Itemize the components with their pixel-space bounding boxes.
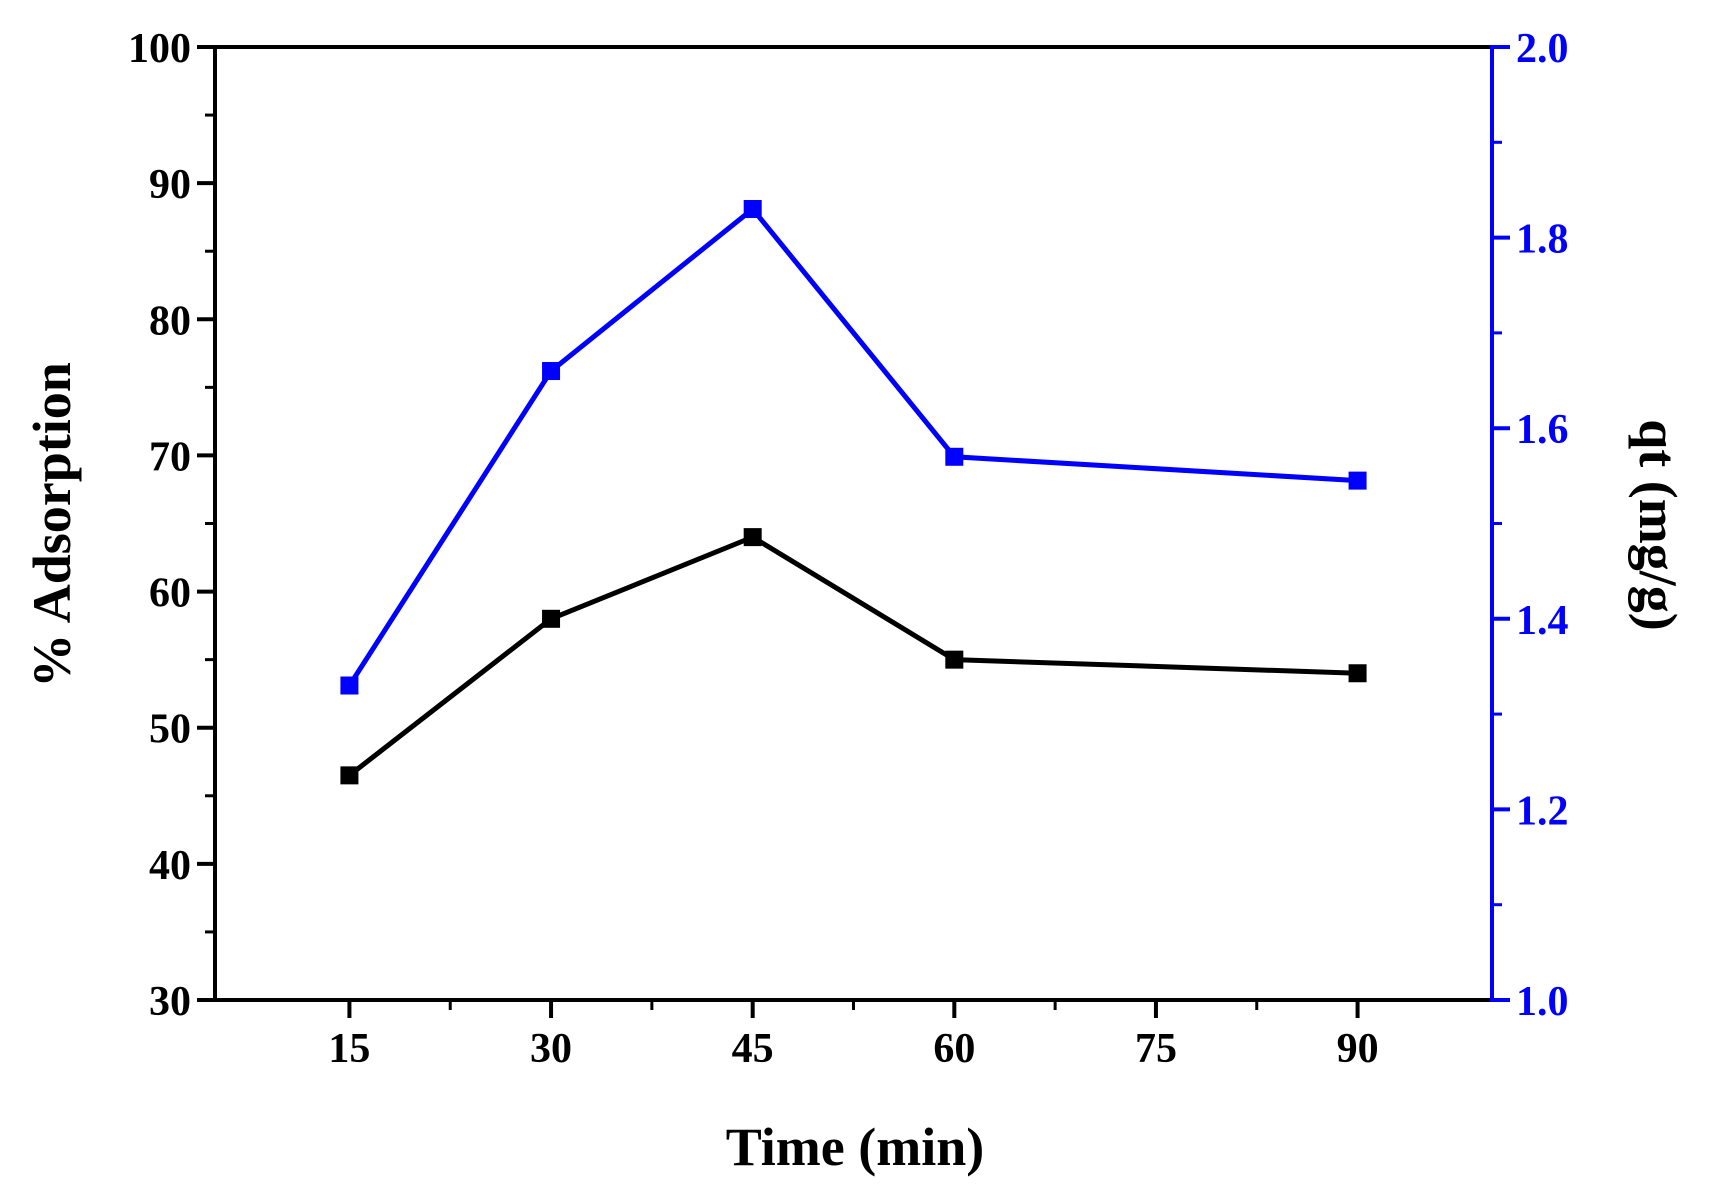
x-tick-label: 60	[933, 1026, 975, 1072]
x-tick-label: 45	[732, 1026, 774, 1072]
data-point-qt	[743, 200, 762, 219]
series-line-adsorption	[347, 534, 1358, 778]
y-tick-label: 50	[149, 707, 191, 753]
data-point-adsorption	[1348, 664, 1367, 683]
y2-tick-label: 1.8	[1516, 217, 1569, 263]
y2-tick-label: 1.2	[1516, 788, 1569, 834]
y2-axis-title: qt (mg/g)	[1628, 419, 1688, 630]
data-point-qt	[542, 362, 561, 381]
data-point-qt	[340, 676, 359, 695]
y2-tick-label: 1.4	[1516, 598, 1569, 644]
x-tick-label: 30	[530, 1026, 572, 1072]
y-tick-label: 90	[149, 162, 191, 208]
x-tick-label: 15	[328, 1026, 370, 1072]
y-tick-label: 40	[149, 843, 191, 889]
y-tick-label: 60	[149, 571, 191, 617]
y-axis-title: % Adsorption	[22, 362, 82, 688]
y-tick-label: 30	[149, 979, 191, 1025]
y-tick-label: 100	[128, 26, 191, 72]
data-point-adsorption	[743, 528, 762, 547]
data-point-qt	[945, 447, 964, 466]
data-point-adsorption	[945, 650, 964, 669]
data-point-adsorption	[340, 766, 359, 785]
y2-tick-label: 1.6	[1516, 407, 1569, 453]
data-point-qt	[1348, 471, 1367, 490]
y2-tick-label: 1.0	[1516, 979, 1569, 1025]
y2-tick-label: 2.0	[1516, 26, 1569, 72]
x-axis-title: Time (min)	[726, 1117, 984, 1177]
x-tick-label: 75	[1135, 1026, 1177, 1072]
series-line-qt	[347, 205, 1358, 687]
y-tick-label: 80	[149, 298, 191, 344]
x-tick-label: 90	[1337, 1026, 1379, 1072]
y-tick-label: 70	[149, 434, 191, 480]
data-point-adsorption	[542, 609, 561, 628]
